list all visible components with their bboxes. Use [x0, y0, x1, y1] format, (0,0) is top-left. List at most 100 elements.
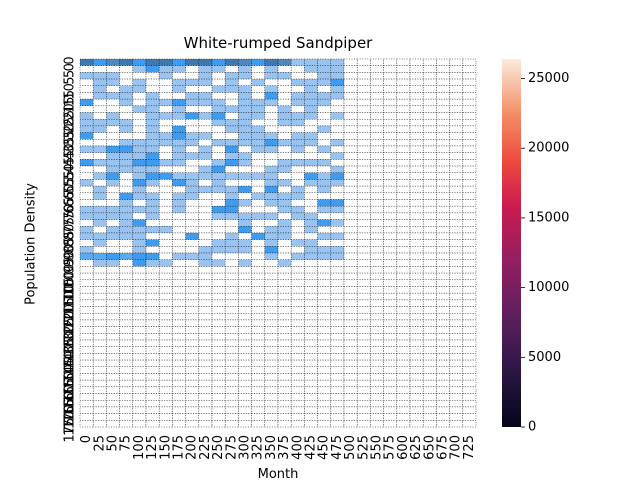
heatmap-cell [317, 313, 332, 321]
heatmap-cell [224, 72, 239, 80]
heatmap-cell [436, 386, 450, 394]
heatmap-cell [119, 326, 134, 334]
heatmap-cell [277, 212, 292, 220]
heatmap-cell [211, 192, 226, 200]
heatmap-cell [211, 205, 226, 214]
heatmap-cell [145, 165, 160, 173]
heatmap-cell [145, 232, 160, 240]
heatmap-cell [211, 313, 226, 321]
heatmap-cell [119, 179, 134, 187]
heatmap-cell [436, 239, 450, 247]
x-tick-label: 200 [185, 435, 200, 460]
heatmap-cell [238, 205, 252, 214]
heatmap-cell [304, 346, 318, 354]
heatmap-cell [145, 379, 160, 388]
heatmap-cell [158, 292, 173, 301]
heatmap-cell [343, 379, 358, 388]
heatmap-cell [436, 179, 450, 187]
heatmap-cell [370, 313, 384, 321]
heatmap-cell [370, 172, 384, 180]
heatmap-cell [422, 172, 437, 180]
heatmap-cell [343, 145, 358, 153]
heatmap-cell [79, 185, 94, 194]
heatmap-cell [290, 286, 305, 294]
heatmap-cell [145, 252, 160, 260]
heatmap-cell [396, 359, 411, 368]
heatmap-cell [330, 118, 345, 127]
heatmap-cell [224, 232, 239, 240]
heatmap-cell [198, 192, 213, 200]
heatmap-cell [172, 252, 186, 260]
heatmap-cell [330, 92, 345, 100]
heatmap-cell [462, 406, 477, 414]
heatmap-cell [383, 85, 398, 93]
heatmap-cell [185, 406, 200, 414]
heatmap-cell [304, 406, 318, 414]
heatmap-cell [92, 306, 107, 314]
heatmap-cell [462, 98, 477, 107]
heatmap-cell [356, 205, 371, 214]
heatmap-cell [436, 246, 450, 254]
heatmap-cell [436, 420, 450, 428]
heatmap-cell [317, 333, 332, 341]
heatmap-cell [92, 205, 107, 214]
heatmap-cell [409, 252, 424, 260]
heatmap-cell [436, 226, 450, 234]
heatmap-cell [92, 339, 107, 347]
heatmap-cell [449, 373, 464, 381]
heatmap-cell [409, 172, 424, 180]
heatmap-cell [264, 313, 279, 321]
heatmap-cell [264, 406, 279, 414]
heatmap-cell [462, 306, 477, 314]
heatmap-cell [356, 58, 371, 66]
heatmap-cell [356, 92, 371, 100]
heatmap-cell [277, 132, 292, 140]
heatmap-cell [106, 232, 120, 240]
heatmap-cell [132, 353, 147, 361]
heatmap-cell [132, 292, 147, 301]
heatmap-cell [145, 386, 160, 394]
heatmap-cell [290, 112, 305, 120]
heatmap-cell [396, 105, 411, 113]
heatmap-cell [238, 326, 252, 334]
heatmap-cell [462, 185, 477, 194]
y-tick-label: 125 [63, 317, 78, 342]
heatmap-cell [330, 266, 345, 274]
heatmap-cell [264, 292, 279, 301]
heatmap-cell [238, 92, 252, 100]
heatmap-cell [396, 125, 411, 133]
heatmap-cell [330, 105, 345, 113]
heatmap-cell [277, 406, 292, 414]
heatmap-cell [383, 333, 398, 341]
x-tick-label: 425 [304, 435, 319, 460]
heatmap-cell [436, 219, 450, 227]
heatmap-cell [92, 145, 107, 153]
heatmap-cell [185, 152, 200, 160]
heatmap-cell [79, 353, 94, 361]
heatmap-cell [172, 406, 186, 414]
heatmap-cell [462, 85, 477, 93]
heatmap-cell [449, 78, 464, 87]
heatmap-cell [119, 252, 134, 260]
x-tick-label: 225 [198, 435, 213, 460]
heatmap-cell [158, 359, 173, 368]
heatmap-cell [343, 92, 358, 100]
heatmap-cell [264, 239, 279, 247]
heatmap-cell [145, 112, 160, 120]
heatmap-cell [79, 413, 94, 421]
heatmap-cell [277, 92, 292, 100]
heatmap-cell [343, 165, 358, 173]
heatmap-cell [449, 219, 464, 227]
heatmap-cell [185, 386, 200, 394]
heatmap-cell [304, 125, 318, 133]
heatmap-cell [330, 393, 345, 401]
heatmap-cell [330, 98, 345, 107]
heatmap-cell [172, 72, 186, 80]
heatmap-cell [198, 246, 213, 254]
heatmap-cell [251, 333, 266, 341]
heatmap-cell [145, 313, 160, 321]
heatmap-cell [356, 353, 371, 361]
heatmap-cell [92, 272, 107, 281]
heatmap-cell [290, 326, 305, 334]
